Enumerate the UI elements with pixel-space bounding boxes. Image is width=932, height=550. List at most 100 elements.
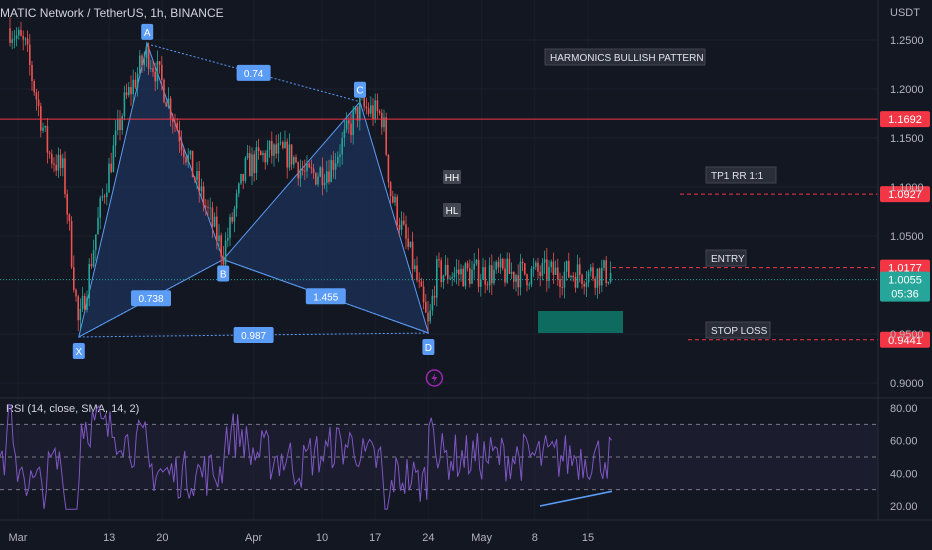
candle-body	[365, 106, 368, 109]
candle-body	[359, 97, 361, 121]
candle-body	[548, 266, 550, 281]
candle-body	[381, 112, 383, 128]
candle-body	[128, 87, 130, 96]
time-tick-label: 15	[582, 532, 594, 544]
candle-body	[48, 152, 51, 154]
candle-body	[535, 262, 537, 267]
candle-body	[570, 275, 572, 278]
rsi-panel[interactable]: RSI (14, close, SMA, 14, 2)	[0, 403, 878, 510]
ratio-badge[interactable]	[236, 64, 271, 81]
point-badge-x[interactable]	[72, 342, 85, 359]
lightning-icon[interactable]	[425, 369, 444, 387]
candle-body	[244, 157, 247, 182]
time-tick-label: 24	[422, 532, 434, 544]
time-tick-label: 10	[316, 532, 328, 544]
candle-body	[354, 106, 357, 112]
candle-body	[301, 169, 304, 171]
ratio-badge[interactable]	[305, 288, 346, 305]
candle-body	[583, 283, 585, 287]
candle-body	[462, 268, 464, 287]
candle-body	[279, 142, 282, 144]
tp1-price-badge	[880, 186, 930, 203]
candle-body	[385, 117, 387, 155]
candle-body	[592, 267, 594, 279]
candle-body	[473, 263, 475, 270]
candle-body	[356, 106, 359, 121]
candle-body	[405, 224, 407, 239]
candle-body	[218, 235, 220, 242]
candle-body	[484, 267, 486, 285]
candle-body	[486, 284, 489, 286]
point-badge-c[interactable]	[354, 81, 366, 98]
pattern-labels[interactable]: HARMONICS BULLISH PATTERN TP1 RR 1:1 ENTRY…	[72, 23, 777, 387]
pattern-title-box[interactable]	[544, 48, 706, 66]
current-price-badge	[880, 271, 930, 302]
buy-zone-box[interactable]	[538, 311, 623, 333]
time-tick-label: May	[471, 532, 492, 544]
ratio-line-ac[interactable]	[147, 43, 361, 103]
candle-body	[568, 260, 570, 278]
candle-body	[440, 260, 442, 283]
candle-body	[396, 196, 398, 225]
price-tick-label: 1.2000	[890, 84, 924, 96]
point-badge-a[interactable]	[141, 23, 154, 40]
candle-body	[348, 120, 350, 124]
price-candles	[9, 17, 612, 332]
candle-body	[585, 282, 588, 287]
rsi-tick-label: 60.00	[890, 436, 918, 448]
entry-note-box[interactable]	[705, 249, 747, 267]
candle-body	[86, 297, 88, 310]
candle-body	[97, 217, 99, 235]
candle-body	[559, 279, 561, 287]
candle-body	[191, 150, 194, 178]
candle-body	[53, 163, 55, 165]
candle-body	[222, 256, 225, 265]
ratio-badge[interactable]	[233, 326, 274, 343]
candle-body	[460, 268, 462, 275]
candle-body	[13, 38, 16, 40]
candle-body	[92, 250, 95, 267]
candle-body	[493, 269, 495, 284]
candle-body	[121, 116, 123, 131]
candle-body	[260, 151, 262, 155]
candle-body	[596, 268, 599, 288]
ratio-label: 0.74	[244, 69, 264, 80]
candle-body	[554, 267, 557, 275]
candle-body	[224, 240, 227, 265]
candle-body	[238, 183, 240, 194]
candle-body	[376, 100, 379, 112]
candle-body	[508, 258, 511, 274]
price-axis-unit: USDT	[890, 7, 920, 19]
candle-body	[495, 261, 497, 270]
candle-body	[330, 160, 332, 183]
point-badge-d[interactable]	[422, 339, 435, 356]
candle-body	[229, 216, 231, 238]
tp1-note-box[interactable]	[705, 166, 777, 184]
ratio-badge[interactable]	[131, 290, 171, 307]
candle-body	[251, 154, 253, 177]
candle-body	[332, 160, 335, 170]
candle-body	[310, 167, 313, 169]
countdown-label: 05:36	[891, 289, 919, 301]
candle-body	[172, 118, 174, 122]
candle-body	[598, 268, 601, 286]
rsi-divergence-line[interactable]	[539, 490, 613, 507]
price-tick-label: 0.9500	[890, 329, 924, 341]
candle-body	[524, 263, 526, 275]
candle-body	[183, 150, 185, 158]
point-badge-b[interactable]	[217, 265, 230, 282]
candle-body	[18, 29, 20, 36]
candle-body	[343, 129, 346, 138]
candle-body	[266, 149, 269, 163]
candle-body	[543, 259, 546, 263]
tp1-price-label: 1.0927	[888, 189, 922, 201]
candle-body	[66, 194, 68, 215]
candle-body	[526, 274, 528, 286]
rsi-title: RSI (14, close, SMA, 14, 2)	[6, 403, 139, 415]
candle-body	[363, 96, 365, 107]
stop-loss-note-box[interactable]	[705, 321, 771, 339]
candle-body	[480, 279, 482, 287]
candle-body	[497, 261, 500, 268]
